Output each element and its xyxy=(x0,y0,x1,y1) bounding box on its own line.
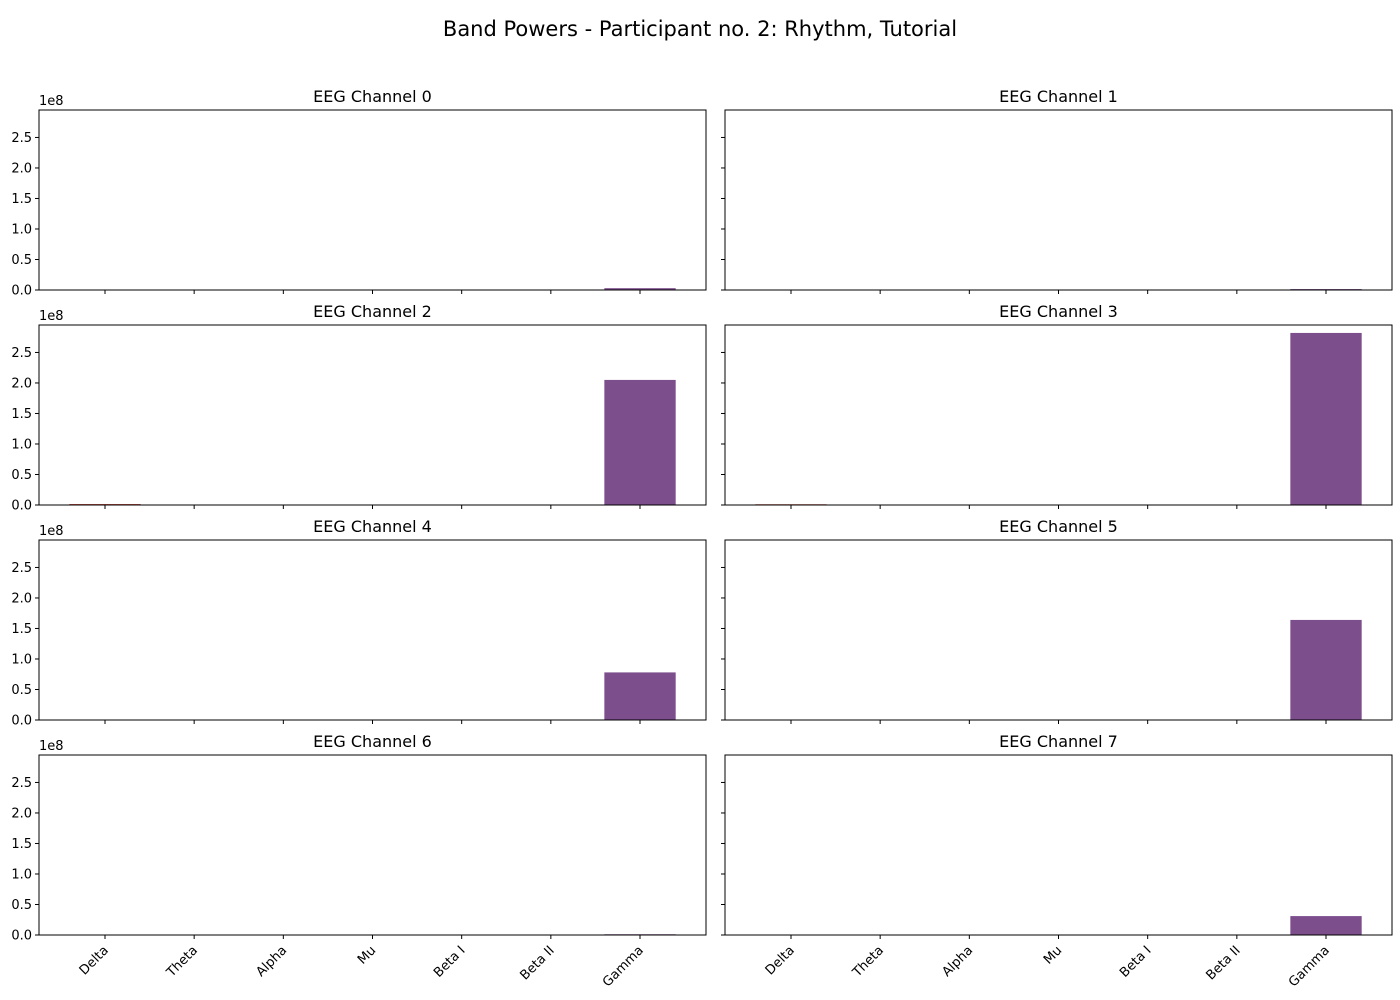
y-tick-label: 2.5 xyxy=(11,346,32,361)
bar-gamma xyxy=(1290,332,1362,505)
panel-title: EEG Channel 0 xyxy=(313,87,432,106)
x-tick-label: Beta II xyxy=(1204,943,1244,983)
panel-channel-4: EEG Channel 4 0.0 0.5 1.0 1.5 2.0 2.5 1e8 xyxy=(11,517,707,729)
bar-gamma xyxy=(604,379,676,505)
y-tick-label: 0.0 xyxy=(11,929,32,944)
y-offset-label: 1e8 xyxy=(39,524,64,539)
y-tick-label: 2.0 xyxy=(11,806,32,821)
y-tick-label: 1.5 xyxy=(11,192,32,207)
y-tick-label: 0.0 xyxy=(11,714,32,729)
y-tick-label: 2.5 xyxy=(11,561,32,576)
y-tick-label: 0.0 xyxy=(11,284,32,299)
x-tick-label: Delta xyxy=(77,943,112,978)
bar-gamma xyxy=(604,672,676,720)
y-tick-label: 2.0 xyxy=(11,161,32,176)
panel-channel-2: EEG Channel 2 0.0 0.5 1.0 1.5 2.0 2.5 1e8 xyxy=(11,302,707,514)
x-tick-label: Alpha xyxy=(939,943,976,980)
y-tick-label: 1.5 xyxy=(11,407,32,422)
panel-title: EEG Channel 1 xyxy=(999,87,1118,106)
panel-title: EEG Channel 2 xyxy=(313,302,432,321)
x-tick-label: Gamma xyxy=(600,943,647,990)
plot-frame xyxy=(724,754,1393,936)
y-tick-label: 0.5 xyxy=(11,468,32,483)
x-tick-label: Beta I xyxy=(431,943,468,980)
y-offset-label: 1e8 xyxy=(39,94,64,109)
panel-title: EEG Channel 6 xyxy=(313,732,432,751)
panel-title: EEG Channel 4 xyxy=(313,517,432,536)
y-tick-label: 1.0 xyxy=(11,867,32,882)
x-tick-label: Mu xyxy=(1041,943,1065,967)
x-tick-label: Beta II xyxy=(518,943,558,983)
plot-frame xyxy=(38,754,707,936)
y-tick-label: 0.0 xyxy=(11,499,32,514)
y-tick-label: 0.5 xyxy=(11,898,32,913)
panel-channel-0: EEG Channel 0 0.0 0.5 1.0 1.5 2.0 2.5 1e8 xyxy=(11,87,707,299)
y-tick-label: 0.5 xyxy=(11,683,32,698)
panel-title: EEG Channel 7 xyxy=(999,732,1118,751)
x-tick-label: Alpha xyxy=(253,943,290,980)
panel-channel-6: EEG Channel 6 0.0 0.5 1.0 1.5 2.0 2.5 1e8 Delta T… xyxy=(11,732,707,990)
y-tick-label: 2.5 xyxy=(11,131,32,146)
x-tick-label: Beta I xyxy=(1117,943,1154,980)
y-tick-label: 1.5 xyxy=(11,622,32,637)
x-tick-label: Theta xyxy=(163,943,201,981)
y-tick-label: 2.0 xyxy=(11,376,32,391)
bar-gamma xyxy=(1290,619,1362,720)
panel-title: EEG Channel 3 xyxy=(999,302,1118,321)
figure-title: Band Powers - Participant no. 2: Rhythm,… xyxy=(443,17,957,41)
plot-frame xyxy=(724,109,1393,291)
panel-channel-5: EEG Channel 5 xyxy=(721,517,1393,724)
y-tick-label: 1.5 xyxy=(11,837,32,852)
panel-channel-3: EEG Channel 3 xyxy=(721,302,1393,509)
panel-channel-1: EEG Channel 1 xyxy=(721,87,1393,294)
y-tick-label: 1.0 xyxy=(11,437,32,452)
plot-frame xyxy=(38,109,707,291)
x-tick-label: Delta xyxy=(763,943,798,978)
x-tick-label: Gamma xyxy=(1286,943,1333,990)
y-offset-label: 1e8 xyxy=(39,309,64,324)
y-tick-label: 0.5 xyxy=(11,253,32,268)
bar-gamma xyxy=(604,288,676,290)
x-tick-label: Mu xyxy=(355,943,379,967)
y-tick-label: 1.0 xyxy=(11,222,32,237)
y-tick-label: 2.0 xyxy=(11,591,32,606)
panel-title: EEG Channel 5 xyxy=(999,517,1118,536)
y-offset-label: 1e8 xyxy=(39,739,64,754)
y-tick-label: 2.5 xyxy=(11,776,32,791)
y-tick-label: 1.0 xyxy=(11,652,32,667)
x-tick-label: Theta xyxy=(849,943,887,981)
panel-channel-7: EEG Channel 7 Delta Theta Alpha Mu Beta I Beta… xyxy=(721,732,1393,990)
bar-gamma xyxy=(1290,916,1362,935)
